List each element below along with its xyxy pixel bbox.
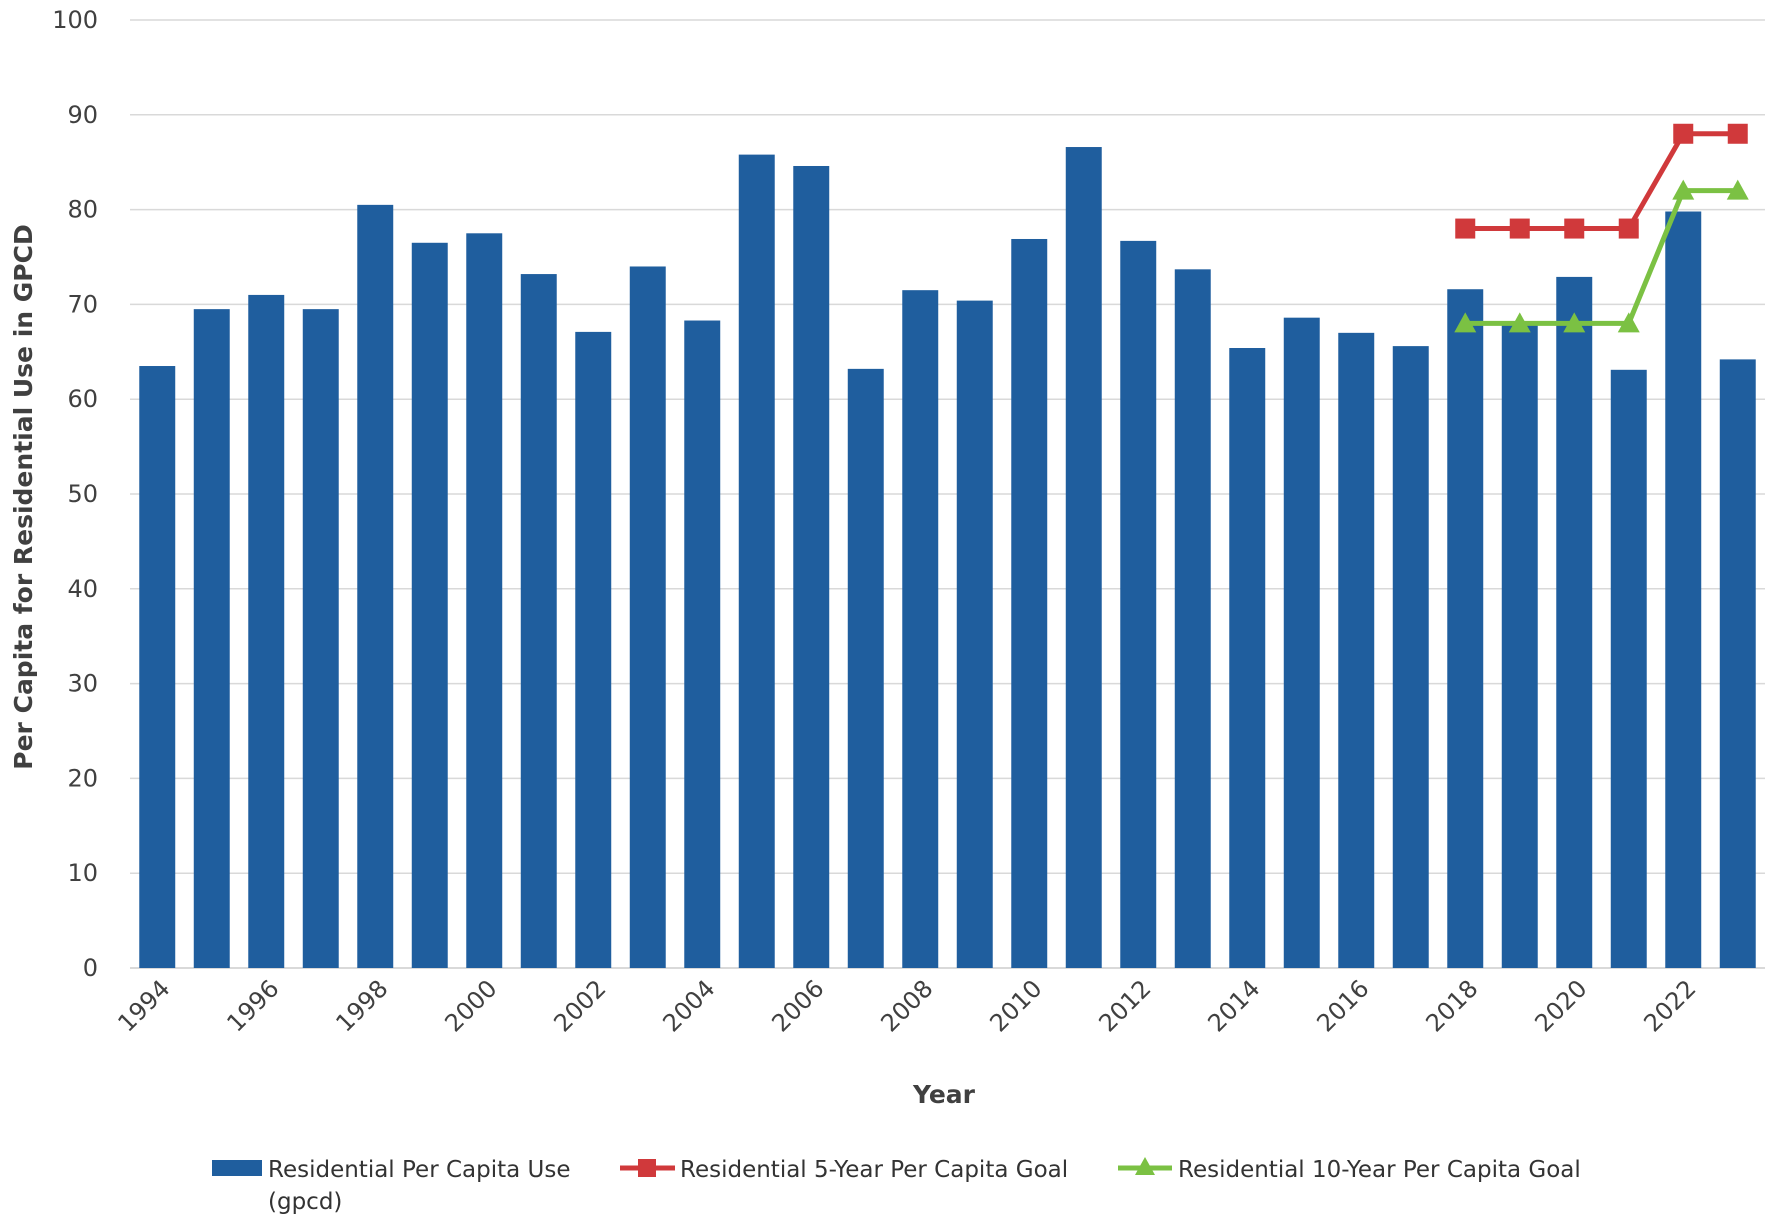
y-tick-label-10: 10 <box>67 859 98 887</box>
bar-2009 <box>956 300 993 968</box>
goal-lines <box>1454 123 1749 333</box>
line-triangle-series <box>1465 188 1738 326</box>
y-tick-label-60: 60 <box>67 385 98 413</box>
bar-2022 <box>1665 211 1702 969</box>
bar-2017 <box>1392 346 1429 968</box>
legend-label-per-capita-use-line2: (gpcd) <box>268 1189 342 1215</box>
x-tick-label-2018: 2018 <box>1421 974 1484 1037</box>
bar-2005 <box>738 154 775 969</box>
bar-2021 <box>1610 369 1647 968</box>
bar-2019 <box>1501 325 1538 969</box>
bar-2010 <box>1011 238 1048 968</box>
y-tick-label-90: 90 <box>67 101 98 129</box>
x-tick-label-2000: 2000 <box>440 974 503 1037</box>
marker-triangle-2020 <box>1563 312 1586 333</box>
bar-2018 <box>1447 289 1484 968</box>
marker-triangle-2021 <box>1617 312 1640 333</box>
bar-2003 <box>629 266 666 969</box>
y-axis-title: Per Capita for Residential Use in GPCD <box>9 224 38 769</box>
y-tick-label-50: 50 <box>67 480 98 508</box>
bar-1996 <box>248 294 285 968</box>
x-axis: 1994 1996 1998 2000 2002 2004 2006 2008 2010 2012… <box>113 974 1702 1037</box>
x-tick-label-2020: 2020 <box>1530 974 1593 1037</box>
marker-square-2018 <box>1455 218 1476 239</box>
legend: Residential Per Capita Use (gpcd) Reside… <box>212 1157 1581 1215</box>
y-axis: 0 10 20 30 40 50 60 70 80 90 100 <box>52 6 98 982</box>
bar-2015 <box>1283 317 1320 968</box>
y-tick-label-40: 40 <box>67 575 98 603</box>
legend-item-10-year-goal: Residential 10-Year Per Capita Goal <box>1118 1157 1581 1183</box>
bar-1997 <box>302 309 339 968</box>
bar-2007 <box>847 368 884 968</box>
bar-1999 <box>411 242 448 968</box>
bar-2012 <box>1120 240 1157 968</box>
marker-square-2020 <box>1564 218 1585 239</box>
bar-2016 <box>1338 332 1375 969</box>
marker-triangle-2019 <box>1508 312 1531 333</box>
bar-series <box>139 147 1756 969</box>
x-axis-title: Year <box>912 1080 976 1109</box>
bar-2001 <box>520 274 557 969</box>
bar-2014 <box>1229 348 1266 968</box>
marker-square-2019 <box>1509 218 1530 239</box>
legend-swatch-5-year-marker <box>638 1159 656 1177</box>
bar-2002 <box>575 331 612 969</box>
legend-swatch-bar <box>212 1160 262 1176</box>
legend-label-10-year-goal: Residential 10-Year Per Capita Goal <box>1178 1157 1581 1183</box>
x-tick-label-1996: 1996 <box>222 974 285 1037</box>
bar-1998 <box>357 204 394 969</box>
marker-triangle-2023 <box>1726 179 1749 200</box>
y-tick-label-30: 30 <box>67 670 98 698</box>
x-tick-label-2010: 2010 <box>985 974 1048 1037</box>
y-tick-label-70: 70 <box>67 290 98 318</box>
x-tick-label-2014: 2014 <box>1203 974 1266 1037</box>
bar-2000 <box>466 233 503 969</box>
marker-square-2021 <box>1618 218 1639 239</box>
y-tick-label-100: 100 <box>52 6 98 34</box>
bar-2004 <box>684 320 721 968</box>
x-tick-label-2022: 2022 <box>1639 974 1702 1037</box>
x-tick-label-1994: 1994 <box>113 974 176 1037</box>
legend-label-5-year-goal: Residential 5-Year Per Capita Goal <box>680 1157 1068 1183</box>
bar-2011 <box>1065 147 1102 969</box>
bar-2020 <box>1556 276 1593 969</box>
y-tick-label-80: 80 <box>67 196 98 224</box>
marker-triangle-2018 <box>1454 312 1477 333</box>
gridlines <box>130 19 1765 969</box>
marker-triangle-2022 <box>1672 179 1695 200</box>
bar-2006 <box>793 165 830 968</box>
legend-item-5-year-goal: Residential 5-Year Per Capita Goal <box>620 1157 1068 1183</box>
x-tick-label-1998: 1998 <box>331 974 394 1037</box>
bar-1994 <box>139 366 176 968</box>
x-tick-label-2006: 2006 <box>767 974 830 1037</box>
legend-label-per-capita-use-line1: Residential Per Capita Use <box>268 1157 571 1183</box>
y-tick-label-0: 0 <box>83 954 98 982</box>
marker-square-2023 <box>1727 123 1748 144</box>
bar-1995 <box>193 309 230 968</box>
x-tick-label-2004: 2004 <box>658 974 721 1037</box>
legend-swatch-10-year-marker <box>1135 1157 1155 1175</box>
bar-2008 <box>902 290 939 968</box>
legend-item-per-capita-use: Residential Per Capita Use (gpcd) <box>212 1157 571 1215</box>
x-tick-label-2016: 2016 <box>1312 974 1375 1037</box>
bar-2023 <box>1719 359 1756 968</box>
x-tick-label-2002: 2002 <box>549 974 612 1037</box>
x-tick-label-2012: 2012 <box>1094 974 1157 1037</box>
bar-2013 <box>1174 269 1211 969</box>
y-tick-label-20: 20 <box>67 764 98 792</box>
marker-square-2022 <box>1673 123 1694 144</box>
x-tick-label-2008: 2008 <box>876 974 939 1037</box>
